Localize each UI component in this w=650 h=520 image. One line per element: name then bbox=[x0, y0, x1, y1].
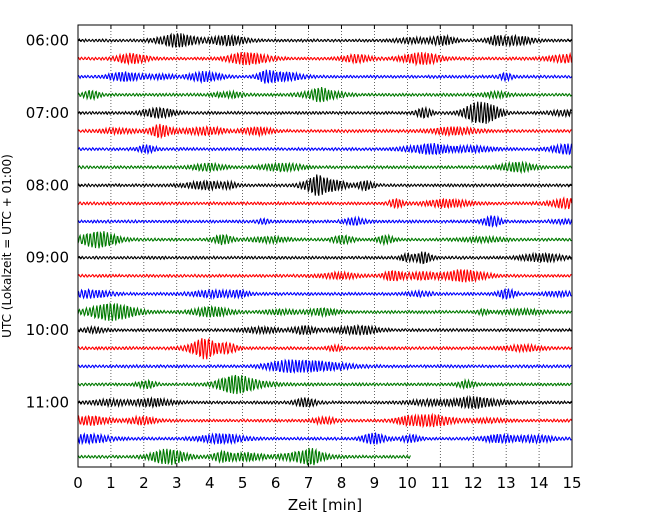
trace-line bbox=[77, 69, 572, 85]
trace-line bbox=[77, 231, 572, 249]
x-tick-label: 3 bbox=[172, 474, 182, 492]
y-tick-label: 11:00 bbox=[26, 394, 69, 412]
x-tick-label: 12 bbox=[464, 474, 483, 492]
x-tick-label: 0 bbox=[73, 474, 83, 492]
trace-line bbox=[77, 251, 572, 265]
y-tick-label: 08:00 bbox=[26, 176, 69, 194]
y-axis-ticks: 06:00 07:00 08:00 09:00 10:00 11:00 bbox=[26, 32, 572, 412]
x-axis-ticks: 0 1 2 3 4 5 6 7 8 9 10 11 12 13 14 15 bbox=[73, 25, 582, 492]
x-tick-label: 11 bbox=[431, 474, 450, 492]
trace-line bbox=[77, 215, 573, 228]
x-tick-label: 9 bbox=[370, 474, 380, 492]
trace-line bbox=[77, 32, 572, 48]
y-tick-label: 10:00 bbox=[26, 321, 69, 339]
y-tick-label: 09:00 bbox=[26, 249, 69, 267]
trace-line bbox=[77, 269, 572, 284]
trace-line bbox=[77, 142, 573, 156]
trace-line bbox=[77, 323, 572, 336]
trace-line bbox=[77, 447, 411, 466]
x-tick-label: 14 bbox=[530, 474, 549, 492]
trace-line bbox=[77, 337, 572, 360]
x-tick-label: 6 bbox=[271, 474, 281, 492]
x-tick-label: 2 bbox=[139, 474, 149, 492]
x-tick-label: 8 bbox=[337, 474, 347, 492]
trace-line bbox=[77, 412, 572, 429]
x-axis-label: Zeit [min] bbox=[288, 496, 362, 514]
trace-line bbox=[77, 301, 572, 322]
x-tick-label: 7 bbox=[304, 474, 314, 492]
trace-line bbox=[77, 101, 572, 124]
x-tick-label: 5 bbox=[238, 474, 248, 492]
y-axis-label: UTC (Lokalzeit = UTC + 01:00) bbox=[0, 154, 14, 338]
trace-line bbox=[77, 51, 573, 67]
seismic-traces bbox=[77, 32, 573, 466]
trace-line bbox=[77, 174, 572, 196]
trace-line bbox=[77, 196, 573, 210]
x-tick-label: 13 bbox=[497, 474, 516, 492]
trace-line bbox=[77, 358, 572, 374]
y-tick-label: 06:00 bbox=[26, 32, 69, 50]
trace-line bbox=[77, 160, 572, 175]
x-tick-label: 1 bbox=[106, 474, 116, 492]
trace-line bbox=[77, 431, 572, 446]
plot-frame bbox=[77, 24, 573, 468]
trace-line bbox=[77, 86, 572, 103]
trace-line bbox=[77, 374, 572, 395]
x-tick-label: 15 bbox=[562, 474, 581, 492]
trace-line bbox=[77, 395, 572, 410]
trace-line bbox=[77, 123, 572, 140]
trace-line bbox=[77, 287, 572, 301]
y-tick-label: 07:00 bbox=[26, 104, 69, 122]
x-tick-label: 10 bbox=[398, 474, 417, 492]
x-tick-label: 4 bbox=[205, 474, 215, 492]
